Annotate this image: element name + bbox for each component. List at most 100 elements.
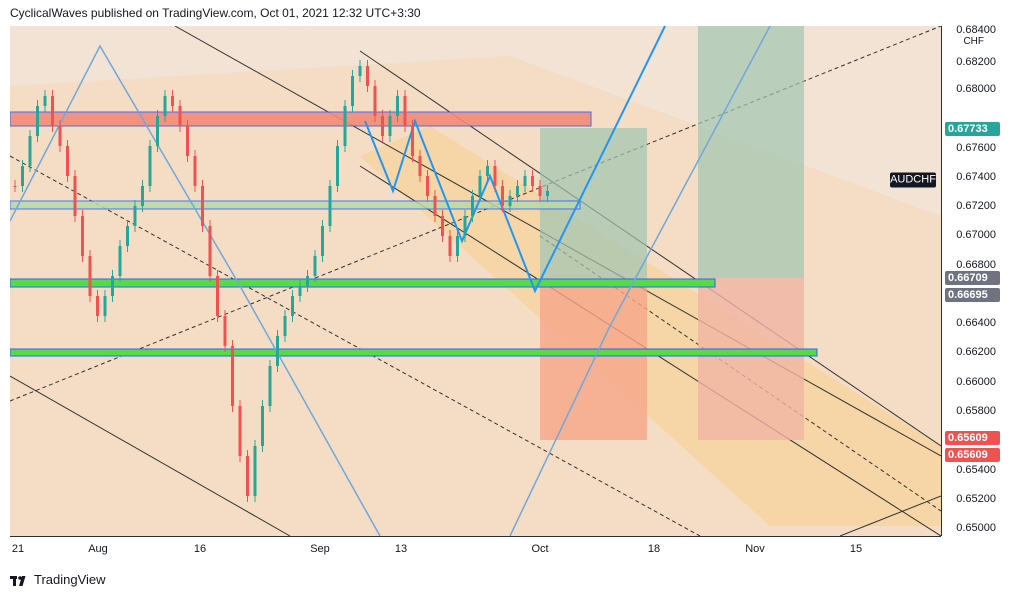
- price-tick: 0.67600: [956, 142, 996, 154]
- candle-body: [493, 166, 497, 186]
- time-tick: Oct: [531, 543, 549, 555]
- candle-body: [216, 276, 219, 316]
- candle-body: [28, 136, 32, 166]
- price-tick: 0.68400: [956, 24, 996, 36]
- footer-brand[interactable]: TradingView: [10, 572, 106, 587]
- price-tag-current: 0.66695: [945, 288, 1000, 302]
- price-tick: 0.67400: [956, 171, 996, 183]
- price-tick: 0.68000: [956, 83, 996, 95]
- bottom-right-line: [839, 495, 941, 536]
- candle-body: [268, 366, 272, 406]
- candle-series: [13, 60, 549, 502]
- candle-body: [238, 406, 242, 456]
- price-tick: 0.66400: [956, 317, 996, 329]
- price-tick: 0.65800: [956, 405, 996, 417]
- candle-body: [313, 256, 317, 276]
- candle-body: [501, 186, 504, 206]
- candle-body: [13, 186, 17, 187]
- price-unit: CHF: [963, 36, 984, 47]
- candle-body: [418, 156, 422, 176]
- time-tick: Aug: [88, 543, 108, 555]
- candle-body: [133, 206, 137, 226]
- price-tick: 0.65200: [956, 493, 996, 505]
- candle-body: [328, 186, 332, 226]
- candle-body: [246, 456, 249, 496]
- time-tick: 18: [647, 543, 661, 555]
- candle-body: [486, 166, 489, 176]
- candle-body: [103, 296, 107, 316]
- candle-body: [441, 216, 444, 236]
- price-tick: 0.68200: [956, 56, 996, 68]
- candle-body: [283, 316, 287, 336]
- wave-line-right: [509, 26, 771, 536]
- candle-body: [508, 196, 512, 206]
- candle-body: [253, 446, 257, 496]
- candle-body: [231, 346, 234, 406]
- time-tick: Nov: [745, 543, 765, 555]
- candle-body: [343, 106, 347, 146]
- candle-body: [538, 186, 542, 196]
- price-tick: 0.66000: [956, 376, 996, 388]
- support-zone-1: [10, 200, 581, 210]
- price-tag-stop-2: 0.65609: [945, 448, 1000, 462]
- time-tick: Sep: [310, 543, 330, 555]
- price-tick: 0.66800: [956, 259, 996, 271]
- candle-body: [193, 156, 197, 186]
- wave-projection: [364, 26, 666, 294]
- price-tick: 0.65000: [956, 522, 996, 534]
- price-tag-stop: 0.65609: [945, 431, 1000, 445]
- candle-body: [358, 66, 362, 76]
- candle-body: [411, 126, 414, 156]
- candle-body: [178, 106, 182, 126]
- tradingview-logo-icon: [10, 574, 30, 586]
- time-axis[interactable]: 21 Aug 16 Sep 13 Oct 18 Nov 15: [10, 536, 941, 561]
- candle-body: [463, 216, 467, 236]
- candle-body: [366, 66, 369, 86]
- resistance-zone: [10, 111, 592, 127]
- candle-body: [58, 126, 62, 146]
- candle-body: [516, 186, 519, 196]
- dashed-mid-line: [10, 155, 701, 536]
- candle-body: [51, 96, 54, 126]
- candle-body: [456, 236, 459, 256]
- candle-body: [523, 176, 527, 186]
- candle-body: [426, 176, 429, 196]
- candle-body: [433, 196, 437, 216]
- support-zone-3: [10, 348, 818, 357]
- time-tick: 21: [11, 543, 25, 555]
- brand-name: TradingView: [34, 572, 106, 587]
- time-tick: 16: [193, 543, 207, 555]
- price-tick: 0.67200: [956, 200, 996, 212]
- symbol-tag: AUDCHF: [890, 172, 936, 188]
- candle-body: [276, 336, 279, 366]
- candle-body: [531, 176, 534, 186]
- candle-body: [321, 226, 324, 256]
- chart-canvas[interactable]: [10, 26, 941, 536]
- candle-body: [388, 116, 392, 136]
- wave-zigzag-left: [10, 44, 381, 536]
- candle-body: [118, 246, 122, 276]
- candle-body: [148, 146, 152, 186]
- candle-body: [478, 176, 482, 196]
- candle-body: [21, 166, 24, 186]
- candle-body: [396, 96, 399, 116]
- chart-pane[interactable]: [10, 26, 941, 536]
- candle-body: [88, 256, 92, 296]
- candle-body: [291, 296, 294, 316]
- price-tag-entry: 0.66709: [945, 271, 1000, 285]
- candle-body: [171, 96, 174, 106]
- candle-body: [126, 226, 129, 246]
- candle-body: [223, 316, 227, 346]
- time-tick: 13: [394, 543, 408, 555]
- candle-body: [298, 286, 302, 296]
- publisher-header: CyclicalWaves published on TradingView.c…: [10, 6, 421, 20]
- candle-body: [186, 126, 189, 156]
- second-target-zone: [698, 26, 804, 278]
- candle-body: [141, 186, 144, 206]
- candle-body: [163, 96, 167, 116]
- candle-body: [111, 276, 114, 296]
- candle-body: [208, 226, 212, 276]
- price-tag-target: 0.67733: [945, 122, 1000, 136]
- time-tick: 15: [849, 543, 863, 555]
- price-tick: 0.65400: [956, 464, 996, 476]
